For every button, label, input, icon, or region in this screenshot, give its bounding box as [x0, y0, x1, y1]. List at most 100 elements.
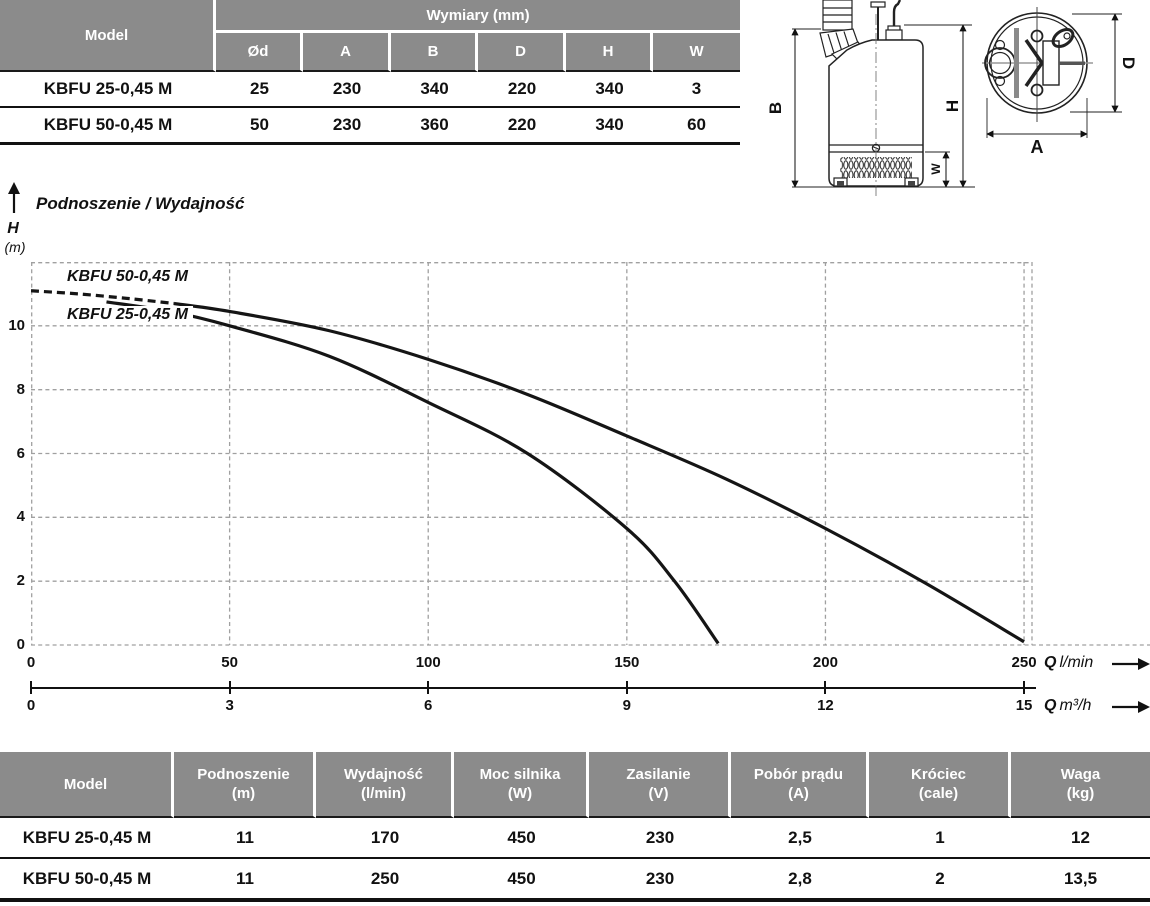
dim-label-d: D [1119, 57, 1138, 69]
value-cell: 220 [478, 108, 566, 145]
x-tick-label: 9 [622, 697, 631, 714]
x-tick-label: 200 [812, 654, 838, 671]
dim-label-b: B [766, 102, 785, 114]
value-cell: 60 [653, 108, 741, 145]
curve-KBFU 50-0,45 M [173, 301, 1025, 644]
dim-col-w: W [653, 33, 741, 72]
dimensions-table: Model Wymiary (mm) Ød A B D H W KBFU 25-… [0, 0, 741, 145]
model-cell: KBFU 25-0,45 M [0, 818, 174, 859]
y-tick-label: 4 [16, 508, 25, 526]
right-arrow-icon [1112, 658, 1150, 670]
right-arrow-icon [1112, 701, 1150, 713]
table-row: KBFU 25-0,45 M 11 170 450 230 2,5 1 12 [0, 818, 1150, 859]
curve-KBFU 25-0,45 M [106, 300, 720, 645]
curve-label-kbfu25: KBFU 25-0,45 M [62, 306, 193, 324]
specifications-table: Model Podnoszenie (m) Wydajność (l/min) Mo… [0, 752, 1150, 902]
value-cell: 13,5 [1011, 859, 1150, 902]
model-cell: KBFU 25-0,45 M [0, 72, 216, 108]
value-cell: 25 [216, 72, 303, 108]
dim-col-od: Ød [216, 33, 303, 72]
axis-tick [228, 681, 231, 694]
value-cell: 220 [478, 72, 566, 108]
value-cell: 1 [869, 818, 1011, 859]
value-cell: 11 [174, 859, 316, 902]
axis-tick [1023, 681, 1026, 694]
value-cell: 450 [454, 818, 589, 859]
y-tick-label: 10 [8, 316, 25, 334]
x-tick-label: 3 [225, 697, 234, 714]
spec-col-podnoszenie: Podnoszenie (m) [174, 752, 316, 818]
spec-col-waga: Waga (kg) [1011, 752, 1150, 818]
spec-col-wydajnosc: Wydajność (l/min) [316, 752, 454, 818]
x-tick-label: 100 [415, 654, 441, 671]
spec-col-model: Model [0, 752, 174, 818]
x-tick-label: 150 [614, 654, 640, 671]
value-cell: 230 [589, 859, 731, 902]
value-cell: 340 [566, 108, 653, 145]
spec-col-zasilanie: Zasilanie (V) [589, 752, 731, 818]
x-tick-label: 0 [26, 654, 36, 671]
value-cell: 3 [653, 72, 741, 108]
value-cell: 50 [216, 108, 303, 145]
value-cell: 230 [589, 818, 731, 859]
axis-tick [824, 681, 827, 694]
value-cell: 340 [391, 72, 478, 108]
x-tick-label: 0 [26, 697, 36, 714]
value-cell: 12 [1011, 818, 1150, 859]
axis-tick [625, 681, 628, 694]
curve-label-kbfu50: KBFU 50-0,45 M [62, 268, 193, 286]
value-cell: 170 [316, 818, 454, 859]
value-cell: 250 [316, 859, 454, 902]
x-tick-label: 50 [221, 654, 238, 671]
y-tick-label: 2 [16, 572, 25, 590]
table-row: KBFU 50-0,45 M 11 250 450 230 2,8 2 13,5 [0, 859, 1150, 902]
model-cell: KBFU 50-0,45 M [0, 859, 174, 902]
dim-label-w: W [929, 163, 943, 175]
y-tick-label: 6 [16, 444, 25, 462]
table-row: KBFU 50-0,45 M 50 230 360 220 340 60 [0, 108, 741, 145]
x-tick-label: 12 [817, 697, 834, 714]
dim-group-header: Wymiary (mm) [216, 0, 741, 33]
spec-col-pobor: Pobór prądu (A) [731, 752, 869, 818]
dim-col-b: B [391, 33, 478, 72]
spec-col-krociec: Króciec (cale) [869, 752, 1011, 818]
value-cell: 2 [869, 859, 1011, 902]
dim-model-header: Model [0, 0, 216, 72]
value-cell: 2,5 [731, 818, 869, 859]
curve-KBFU 50-0,45 M [31, 289, 175, 306]
y-axis-up-arrow-icon [8, 182, 20, 213]
y-axis-label: H [7, 220, 19, 237]
chart-title: Podnoszenie / Wydajność [36, 194, 245, 213]
y-tick-label: 0 [16, 636, 25, 653]
pump-top-view [982, 7, 1122, 138]
value-cell: 230 [303, 72, 391, 108]
axis-tick [427, 681, 430, 694]
q-symbol: Q [1044, 654, 1057, 671]
table-row: KBFU 25-0,45 M 25 230 340 220 340 3 [0, 72, 741, 108]
value-cell: 450 [454, 859, 589, 902]
x-tick-label: 6 [424, 697, 433, 714]
y-tick-label: 8 [16, 380, 25, 398]
pump-technical-drawing: B H W [766, 0, 1138, 196]
dim-label-a: A [1031, 137, 1044, 157]
axis-tick [30, 681, 32, 694]
x-tick-label: 250 [1011, 654, 1037, 671]
pump-side-view [791, 0, 975, 196]
y-axis-unit: (m) [4, 239, 26, 255]
dim-col-d: D [478, 33, 566, 72]
q-symbol: Q [1044, 697, 1057, 714]
value-cell: 11 [174, 818, 316, 859]
model-cell: KBFU 50-0,45 M [0, 108, 216, 145]
plot-area [31, 262, 1150, 646]
dim-col-h: H [566, 33, 653, 72]
dim-label-h: H [943, 100, 962, 112]
value-cell: 360 [391, 108, 478, 145]
value-cell: 2,8 [731, 859, 869, 902]
secondary-axis-line [31, 687, 1036, 689]
dim-col-a: A [303, 33, 391, 72]
value-cell: 340 [566, 72, 653, 108]
x-tick-label: 15 [1015, 697, 1033, 714]
